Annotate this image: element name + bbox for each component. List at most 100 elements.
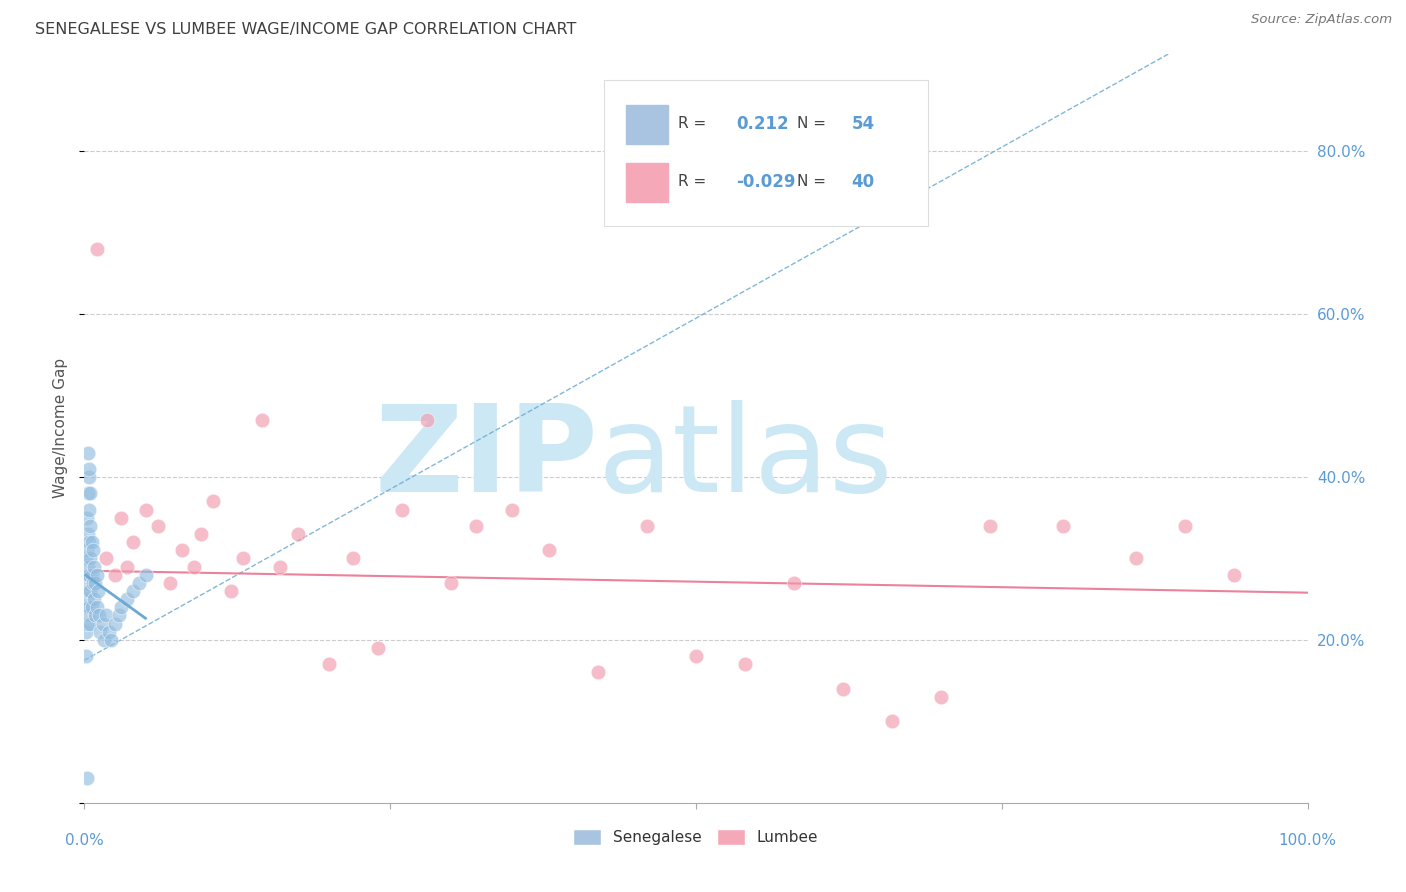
Point <box>84 575 107 590</box>
Point <box>464 519 486 533</box>
Point <box>86 600 108 615</box>
Point <box>146 519 169 533</box>
Point <box>929 690 952 704</box>
Text: atlas: atlas <box>598 400 894 516</box>
Point <box>76 772 98 786</box>
Point <box>79 519 101 533</box>
Text: R =: R = <box>678 117 706 131</box>
Point <box>77 559 100 574</box>
Point <box>93 632 115 647</box>
Point <box>201 494 224 508</box>
Text: ZIP: ZIP <box>374 400 598 516</box>
Text: SENEGALESE VS LUMBEE WAGE/INCOME GAP CORRELATION CHART: SENEGALESE VS LUMBEE WAGE/INCOME GAP COR… <box>35 22 576 37</box>
Text: 40: 40 <box>851 173 875 191</box>
Point <box>84 608 107 623</box>
Text: R =: R = <box>678 174 706 189</box>
Point <box>502 502 524 516</box>
Y-axis label: Wage/Income Gap: Wage/Income Gap <box>53 358 69 499</box>
Point <box>172 543 194 558</box>
Point <box>232 551 254 566</box>
Point <box>159 575 181 590</box>
Point <box>80 600 103 615</box>
Text: 0.212: 0.212 <box>737 115 789 133</box>
Legend: Senegalese, Lumbee: Senegalese, Lumbee <box>568 823 824 851</box>
Point <box>115 592 138 607</box>
Point <box>77 462 100 476</box>
Point <box>77 600 100 615</box>
Point <box>538 543 561 558</box>
Point <box>87 608 110 623</box>
Text: 54: 54 <box>851 115 875 133</box>
Point <box>82 575 104 590</box>
Point <box>79 551 101 566</box>
Point <box>586 665 609 680</box>
Point <box>122 584 145 599</box>
Point <box>104 567 127 582</box>
Text: 100.0%: 100.0% <box>1278 833 1337 847</box>
Point <box>1223 567 1246 582</box>
Point <box>97 624 120 639</box>
Point <box>75 575 97 590</box>
Point <box>183 559 205 574</box>
Point <box>440 575 463 590</box>
Point <box>367 641 389 656</box>
Point <box>75 624 97 639</box>
Point <box>115 559 138 574</box>
Point <box>83 559 105 574</box>
FancyBboxPatch shape <box>605 79 928 226</box>
Point <box>250 413 273 427</box>
Point <box>80 567 103 582</box>
Point <box>75 600 97 615</box>
Point <box>77 584 100 599</box>
Point <box>83 592 105 607</box>
Point <box>880 714 903 729</box>
Point <box>91 616 114 631</box>
Point <box>96 551 118 566</box>
Text: Source: ZipAtlas.com: Source: ZipAtlas.com <box>1251 13 1392 27</box>
Text: N =: N = <box>797 117 827 131</box>
Text: N =: N = <box>797 174 827 189</box>
Point <box>135 502 157 516</box>
Point <box>77 502 100 516</box>
Point <box>1174 519 1197 533</box>
Point <box>76 567 98 582</box>
Point <box>110 510 132 524</box>
Point <box>77 486 100 500</box>
Point <box>342 551 364 566</box>
Point <box>1125 551 1147 566</box>
Point <box>104 616 127 631</box>
Point <box>636 519 658 533</box>
Point <box>76 510 98 524</box>
Point <box>77 567 100 582</box>
Point <box>107 608 129 623</box>
Point <box>77 527 100 541</box>
Point <box>96 608 118 623</box>
Point <box>86 242 108 256</box>
Point <box>82 543 104 558</box>
Point <box>76 616 98 631</box>
Point <box>77 445 100 459</box>
Point <box>122 535 145 549</box>
Point <box>269 559 291 574</box>
Point <box>100 632 122 647</box>
Point <box>734 657 756 672</box>
Point <box>77 470 100 484</box>
Point <box>79 584 101 599</box>
Point <box>416 413 439 427</box>
Point <box>89 624 111 639</box>
Point <box>979 519 1001 533</box>
Text: 0.0%: 0.0% <box>65 833 104 847</box>
Point <box>831 681 853 696</box>
Point <box>76 543 98 558</box>
Text: -0.029: -0.029 <box>737 173 796 191</box>
Point <box>87 584 110 599</box>
Point <box>190 527 212 541</box>
Point <box>76 592 98 607</box>
Point <box>80 535 103 549</box>
Point <box>86 567 108 582</box>
Point <box>783 575 806 590</box>
Point <box>77 608 100 623</box>
FancyBboxPatch shape <box>626 105 668 145</box>
Point <box>1052 519 1074 533</box>
Point <box>135 567 157 582</box>
